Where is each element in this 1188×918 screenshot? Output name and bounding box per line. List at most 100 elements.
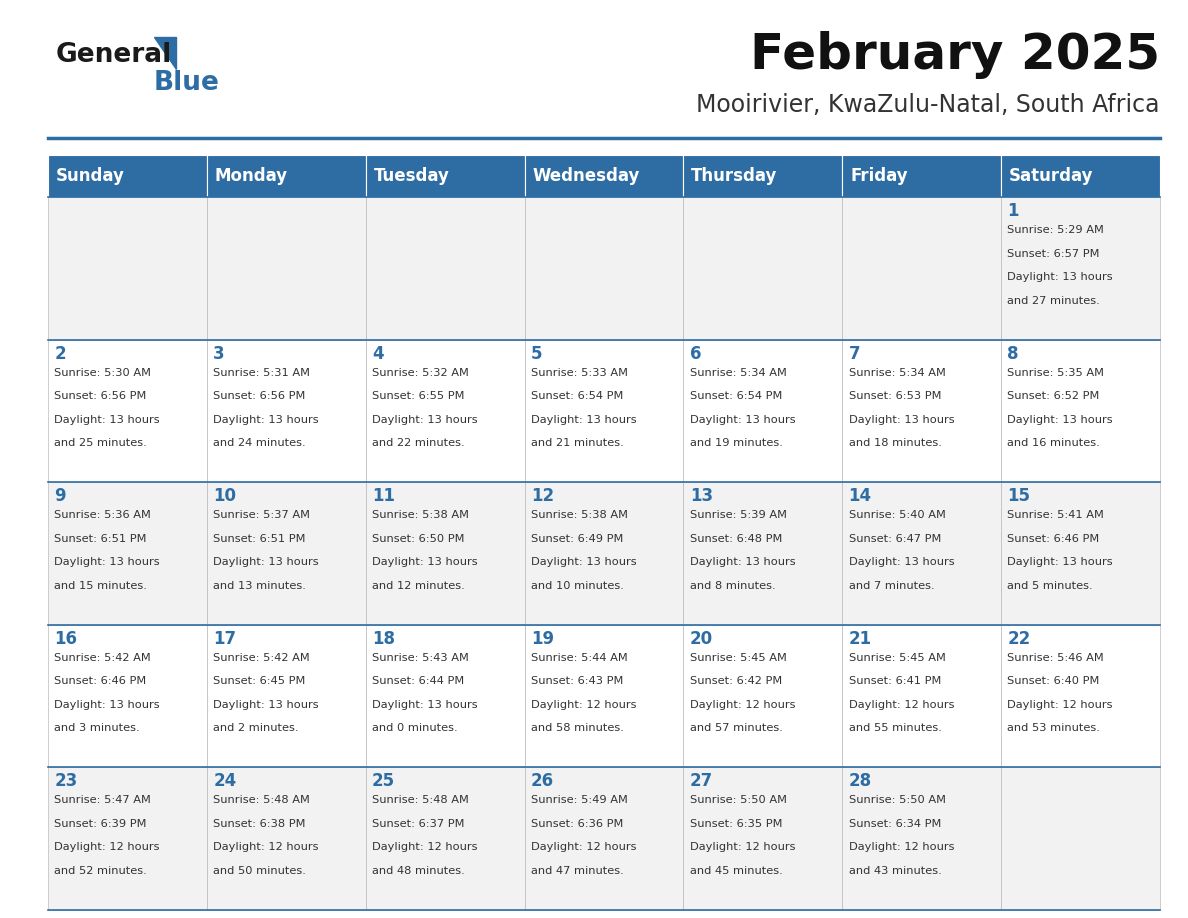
Text: Sunset: 6:55 PM: Sunset: 6:55 PM [372, 391, 465, 401]
Text: Daylight: 13 hours: Daylight: 13 hours [531, 557, 637, 567]
Text: Daylight: 13 hours: Daylight: 13 hours [690, 415, 796, 425]
Bar [48, 767, 207, 910]
Text: Daylight: 12 hours: Daylight: 12 hours [55, 843, 160, 853]
Bar [366, 197, 525, 340]
Text: and 22 minutes.: and 22 minutes. [372, 438, 465, 448]
Text: 2: 2 [55, 344, 67, 363]
Bar [207, 482, 366, 625]
Text: Sunset: 6:39 PM: Sunset: 6:39 PM [55, 819, 147, 829]
Text: Sunset: 6:50 PM: Sunset: 6:50 PM [372, 533, 465, 543]
Text: Sunrise: 5:48 AM: Sunrise: 5:48 AM [372, 795, 469, 805]
Text: 17: 17 [213, 630, 236, 648]
Bar [366, 155, 525, 197]
Text: Daylight: 12 hours: Daylight: 12 hours [372, 843, 478, 853]
Text: Sunrise: 5:32 AM: Sunrise: 5:32 AM [372, 367, 469, 377]
Text: Sunset: 6:38 PM: Sunset: 6:38 PM [213, 819, 305, 829]
Text: Sunrise: 5:34 AM: Sunrise: 5:34 AM [690, 367, 786, 377]
Text: Tuesday: Tuesday [374, 167, 449, 185]
Text: Sunset: 6:36 PM: Sunset: 6:36 PM [531, 819, 624, 829]
Text: Friday: Friday [851, 167, 908, 185]
Bar [525, 625, 683, 767]
Text: and 16 minutes.: and 16 minutes. [1007, 438, 1100, 448]
Text: Daylight: 13 hours: Daylight: 13 hours [531, 415, 637, 425]
Text: Daylight: 12 hours: Daylight: 12 hours [531, 843, 637, 853]
Text: and 45 minutes.: and 45 minutes. [690, 866, 783, 876]
Bar [683, 767, 842, 910]
Bar [683, 155, 842, 197]
Bar [842, 767, 1001, 910]
Text: Sunset: 6:54 PM: Sunset: 6:54 PM [690, 391, 782, 401]
Text: and 8 minutes.: and 8 minutes. [690, 581, 776, 591]
Bar [366, 482, 525, 625]
Text: 1: 1 [1007, 202, 1019, 220]
Text: Sunrise: 5:43 AM: Sunrise: 5:43 AM [372, 653, 469, 663]
Bar [525, 197, 683, 340]
Text: Daylight: 13 hours: Daylight: 13 hours [213, 557, 318, 567]
Text: 8: 8 [1007, 344, 1019, 363]
Text: 25: 25 [372, 772, 396, 790]
Bar [207, 155, 366, 197]
Text: Sunset: 6:56 PM: Sunset: 6:56 PM [213, 391, 305, 401]
Bar [207, 197, 366, 340]
Text: Sunrise: 5:30 AM: Sunrise: 5:30 AM [55, 367, 151, 377]
Text: and 18 minutes.: and 18 minutes. [848, 438, 942, 448]
Text: 4: 4 [372, 344, 384, 363]
Bar [48, 155, 207, 197]
Text: Sunset: 6:43 PM: Sunset: 6:43 PM [531, 677, 624, 687]
Text: Sunset: 6:47 PM: Sunset: 6:47 PM [848, 533, 941, 543]
Text: and 53 minutes.: and 53 minutes. [1007, 723, 1100, 733]
Text: Sunset: 6:41 PM: Sunset: 6:41 PM [848, 677, 941, 687]
Text: Daylight: 13 hours: Daylight: 13 hours [372, 415, 478, 425]
Text: Sunset: 6:40 PM: Sunset: 6:40 PM [1007, 677, 1100, 687]
Text: Sunrise: 5:44 AM: Sunrise: 5:44 AM [531, 653, 627, 663]
Text: Daylight: 12 hours: Daylight: 12 hours [848, 700, 954, 710]
Text: February 2025: February 2025 [750, 31, 1159, 79]
Bar [48, 340, 207, 482]
Bar [48, 482, 207, 625]
Text: 24: 24 [213, 772, 236, 790]
Text: Sunrise: 5:36 AM: Sunrise: 5:36 AM [55, 510, 151, 521]
Bar [683, 625, 842, 767]
Text: Daylight: 12 hours: Daylight: 12 hours [213, 843, 318, 853]
Text: 21: 21 [848, 630, 872, 648]
Text: Sunrise: 5:38 AM: Sunrise: 5:38 AM [531, 510, 628, 521]
Text: Daylight: 13 hours: Daylight: 13 hours [55, 700, 160, 710]
Text: 9: 9 [55, 487, 67, 505]
Bar [366, 767, 525, 910]
Text: 19: 19 [531, 630, 554, 648]
Text: and 48 minutes.: and 48 minutes. [372, 866, 465, 876]
Text: and 21 minutes.: and 21 minutes. [531, 438, 624, 448]
Text: 27: 27 [690, 772, 713, 790]
Text: Sunrise: 5:45 AM: Sunrise: 5:45 AM [848, 653, 946, 663]
Bar [683, 197, 842, 340]
Bar [1001, 482, 1159, 625]
Text: Sunrise: 5:42 AM: Sunrise: 5:42 AM [55, 653, 151, 663]
Text: Daylight: 13 hours: Daylight: 13 hours [213, 415, 318, 425]
Bar [366, 340, 525, 482]
Text: Thursday: Thursday [691, 167, 778, 185]
Text: and 15 minutes.: and 15 minutes. [55, 581, 147, 591]
Text: Daylight: 13 hours: Daylight: 13 hours [372, 557, 478, 567]
Text: 5: 5 [531, 344, 543, 363]
Text: and 58 minutes.: and 58 minutes. [531, 723, 624, 733]
Text: and 24 minutes.: and 24 minutes. [213, 438, 305, 448]
Text: and 27 minutes.: and 27 minutes. [1007, 296, 1100, 306]
Text: Sunrise: 5:49 AM: Sunrise: 5:49 AM [531, 795, 627, 805]
Text: Sunset: 6:57 PM: Sunset: 6:57 PM [1007, 249, 1100, 259]
Text: Sunrise: 5:39 AM: Sunrise: 5:39 AM [690, 510, 786, 521]
Bar [842, 155, 1001, 197]
Text: Sunrise: 5:33 AM: Sunrise: 5:33 AM [531, 367, 628, 377]
Text: Sunset: 6:49 PM: Sunset: 6:49 PM [531, 533, 624, 543]
Text: 22: 22 [1007, 630, 1031, 648]
Bar [366, 625, 525, 767]
Bar [683, 340, 842, 482]
Text: Blue: Blue [154, 70, 220, 96]
Text: Sunset: 6:35 PM: Sunset: 6:35 PM [690, 819, 782, 829]
Text: Sunrise: 5:48 AM: Sunrise: 5:48 AM [213, 795, 310, 805]
Text: Mooirivier, KwaZulu-Natal, South Africa: Mooirivier, KwaZulu-Natal, South Africa [696, 93, 1159, 117]
Bar [842, 197, 1001, 340]
Text: and 50 minutes.: and 50 minutes. [213, 866, 307, 876]
Text: 20: 20 [690, 630, 713, 648]
Text: Daylight: 12 hours: Daylight: 12 hours [690, 843, 795, 853]
Text: and 0 minutes.: and 0 minutes. [372, 723, 457, 733]
